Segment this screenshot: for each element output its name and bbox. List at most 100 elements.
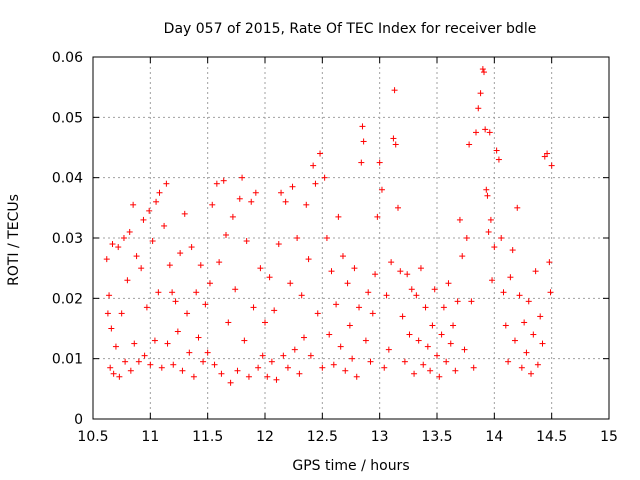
data-point (300, 334, 307, 341)
data-point (378, 186, 385, 193)
data-point (372, 271, 379, 278)
data-point (262, 319, 268, 326)
y-tick-label: 0.05 (52, 110, 83, 126)
data-point (385, 346, 392, 353)
data-point (337, 343, 344, 350)
data-point (487, 216, 494, 223)
data-point (164, 340, 171, 347)
data-point (395, 204, 402, 211)
data-point (541, 153, 548, 160)
data-point (445, 280, 452, 287)
data-point (127, 367, 134, 374)
data-point (450, 322, 457, 329)
data-point (220, 177, 227, 184)
data-point (209, 201, 216, 208)
data-point (312, 180, 319, 187)
data-point (166, 262, 173, 269)
data-point (186, 349, 193, 356)
data-point (133, 253, 140, 260)
data-point (369, 310, 376, 317)
data-point (179, 367, 186, 374)
data-point (509, 247, 516, 254)
data-point (239, 174, 246, 181)
data-point (507, 274, 514, 281)
data-point (206, 280, 213, 287)
data-point (399, 313, 406, 320)
data-point (138, 265, 145, 272)
data-point (534, 361, 541, 368)
data-point (257, 265, 264, 272)
data-point (516, 292, 523, 299)
data-point (115, 244, 122, 251)
data-point (112, 343, 119, 350)
data-point (440, 304, 447, 311)
data-point (374, 213, 381, 220)
data-point (151, 337, 158, 344)
data-point (495, 156, 502, 163)
data-point (141, 352, 148, 359)
data-point (349, 355, 356, 362)
data-point (245, 373, 252, 380)
data-point (367, 358, 374, 365)
data-point (422, 304, 429, 311)
data-point (156, 189, 163, 196)
data-point (250, 304, 257, 311)
data-point (466, 141, 473, 148)
data-point (483, 186, 490, 193)
data-point (397, 268, 404, 275)
x-tick-label: 13 (371, 429, 389, 445)
data-point (287, 280, 294, 287)
data-point (317, 150, 324, 157)
data-point (319, 364, 326, 371)
data-point (282, 198, 289, 205)
x-axis-label: GPS time / hours (292, 458, 409, 474)
data-point (248, 198, 255, 205)
data-point (365, 289, 372, 296)
data-point (351, 265, 358, 272)
data-point (346, 322, 353, 329)
data-point (193, 289, 200, 296)
data-point (323, 235, 330, 241)
data-point (528, 370, 535, 377)
data-point (456, 216, 463, 223)
data-point (401, 358, 408, 365)
data-point (130, 201, 137, 208)
data-point (314, 310, 321, 317)
data-point (546, 259, 553, 266)
data-point (181, 210, 188, 217)
data-point (326, 331, 333, 338)
data-point (268, 358, 275, 365)
data-point (411, 370, 418, 377)
data-point (275, 241, 282, 248)
data-point (163, 180, 170, 187)
data-point (278, 189, 285, 196)
data-point (284, 364, 291, 371)
y-tick-label: 0.03 (52, 231, 83, 247)
data-point (388, 259, 395, 266)
y-tick-label: 0.02 (52, 291, 83, 307)
data-point (472, 129, 479, 136)
data-point (447, 340, 454, 347)
data-point (218, 370, 225, 377)
data-point (333, 301, 340, 308)
data-point (255, 364, 262, 371)
data-point (149, 238, 156, 245)
data-point (273, 376, 280, 383)
data-point (514, 204, 521, 211)
data-point (362, 337, 369, 344)
data-point (305, 256, 312, 263)
x-tick-label: 12 (256, 429, 274, 445)
data-point (413, 292, 420, 299)
data-point (491, 244, 498, 251)
x-tick-label: 12.5 (307, 429, 338, 445)
data-point (539, 340, 546, 347)
data-point (511, 337, 518, 344)
data-point (294, 235, 301, 241)
data-point (330, 361, 337, 368)
data-point (544, 150, 551, 157)
data-point (310, 162, 317, 169)
data-point (493, 147, 500, 154)
data-point (391, 87, 398, 94)
data-points (103, 66, 555, 386)
data-point (296, 370, 303, 377)
